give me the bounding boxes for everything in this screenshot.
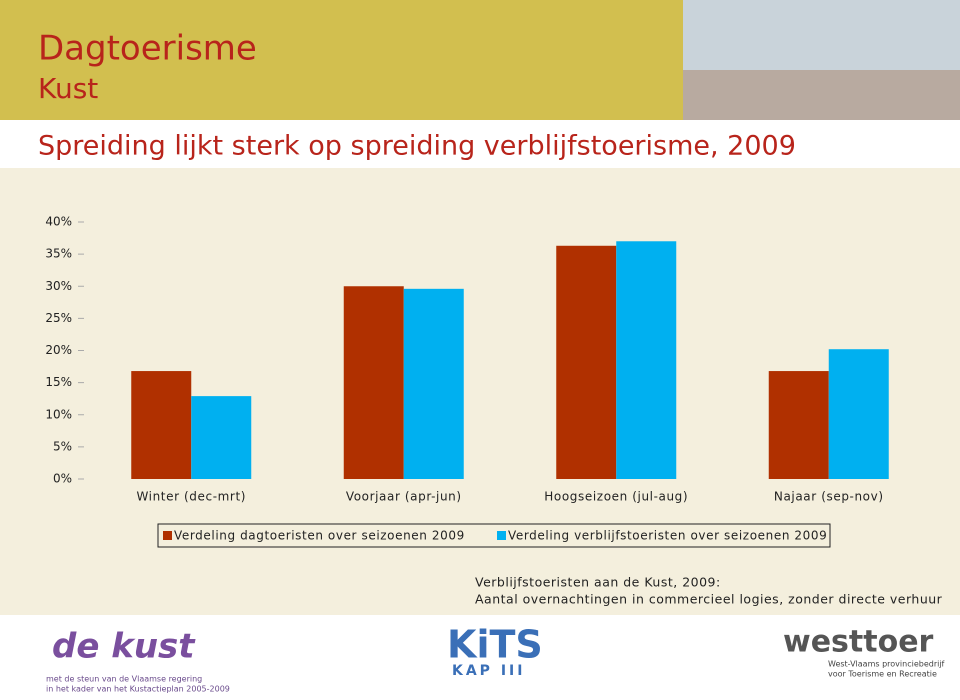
y-tick-label: 20% — [45, 343, 72, 357]
y-tick-label: 30% — [45, 279, 72, 293]
x-tick-label: Voorjaar (apr-jun) — [346, 490, 462, 504]
bar — [131, 371, 192, 479]
photo-ground — [683, 70, 960, 120]
y-tick-label: 25% — [45, 311, 72, 325]
y-tick-label: 10% — [45, 407, 72, 421]
y-tick-label: 15% — [45, 375, 72, 389]
logo-middle: KiTS — [447, 623, 543, 667]
annotation: Verblijfstoeristen aan de Kust, 2009: — [475, 575, 721, 590]
legend-swatch — [163, 531, 172, 540]
logo-right-caption: West-Vlaams provinciebedrijf — [828, 660, 945, 669]
y-tick-label: 5% — [53, 439, 72, 453]
bar — [343, 286, 404, 479]
logo-right: westtoer — [783, 625, 934, 660]
bar — [768, 371, 829, 479]
y-tick-label: 35% — [45, 247, 72, 261]
logo-left-caption: met de steun van de Vlaamse regering — [46, 675, 202, 684]
y-tick-label: 0% — [53, 472, 72, 486]
bar — [616, 241, 677, 479]
header-title: Dagtoerisme — [38, 29, 257, 69]
x-tick-label: Najaar (sep-nov) — [774, 490, 884, 504]
x-tick-label: Winter (dec-mrt) — [136, 490, 246, 504]
legend-swatch — [497, 531, 506, 540]
logo-left-caption: in het kader van het Kustactieplan 2005-… — [46, 685, 230, 694]
logo-right-caption: voor Toerisme en Recreatie — [828, 670, 937, 679]
chart-title: Spreiding lijkt sterk op spreiding verbl… — [38, 131, 796, 162]
annotation: Aantal overnachtingen in commercieel log… — [475, 592, 943, 607]
footer: de kust met de steun van de Vlaamse rege… — [46, 623, 945, 694]
bar — [556, 245, 617, 479]
legend-label: Verdeling verblijfstoeristen over seizoe… — [508, 529, 827, 543]
bar — [403, 288, 464, 479]
logo-left: de kust — [52, 627, 196, 667]
bar — [191, 396, 252, 479]
legend-label: Verdeling dagtoeristen over seizoenen 20… — [174, 529, 465, 543]
chart: 0% 5% 10% 15% 20% 25% 30% 35% 40% Winter (dec-mrt… — [45, 215, 942, 607]
logo-middle-sub: KAP III — [452, 663, 525, 679]
bar — [828, 349, 889, 479]
x-tick-label: Hoogseizoen (jul-aug) — [544, 490, 688, 504]
legend-box — [157, 523, 831, 548]
y-tick-label: 40% — [45, 215, 72, 229]
header-subtitle: Kust — [38, 72, 98, 105]
